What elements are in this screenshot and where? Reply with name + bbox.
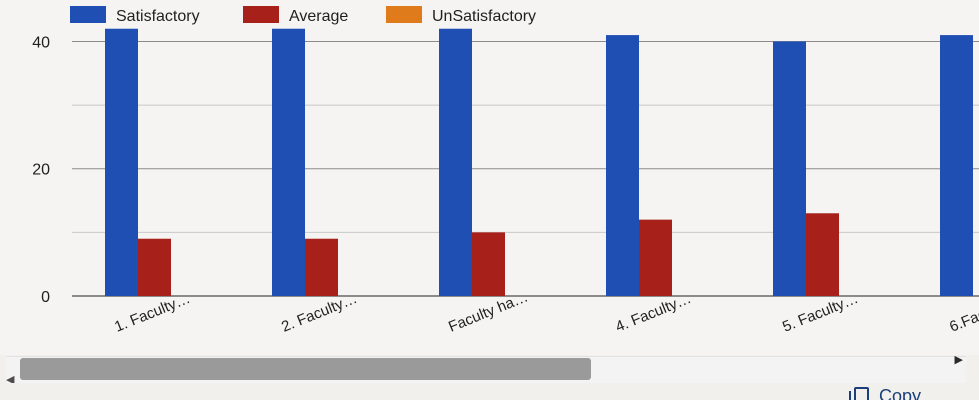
footer-strip	[0, 383, 979, 400]
bar-satisfactory[interactable]	[606, 35, 639, 296]
legend-label: UnSatisfactory	[432, 8, 536, 25]
copy-button[interactable]: Copy	[849, 387, 921, 400]
bar-average[interactable]	[472, 232, 505, 296]
copy-label: Copy	[879, 386, 922, 400]
legend-swatch	[243, 6, 279, 23]
legend-label: Satisfactory	[116, 8, 200, 25]
bar-satisfactory[interactable]	[773, 41, 806, 296]
legend-label: Average	[289, 8, 348, 25]
legend-swatch	[70, 6, 106, 23]
bar-satisfactory[interactable]	[439, 28, 472, 297]
y-tick-label: 40	[32, 34, 50, 51]
bar-average[interactable]	[639, 219, 672, 296]
bar-average[interactable]	[806, 213, 839, 296]
bar-satisfactory[interactable]	[940, 35, 973, 296]
copy-icon	[849, 387, 869, 400]
triangle-right-icon[interactable]: ▶	[954, 354, 963, 366]
bar-satisfactory[interactable]	[105, 28, 138, 297]
bar-satisfactory[interactable]	[272, 28, 305, 297]
scrollbar-thumb[interactable]	[20, 358, 591, 380]
triangle-left-icon[interactable]: ◀	[6, 374, 15, 386]
horizontal-scrollbar[interactable]: ◀ ▶	[0, 354, 975, 386]
legend-swatch	[386, 6, 422, 23]
y-tick-label: 20	[32, 162, 50, 179]
bar-average[interactable]	[138, 238, 171, 296]
y-tick-label: 0	[41, 289, 50, 306]
bar-average[interactable]	[305, 238, 338, 296]
